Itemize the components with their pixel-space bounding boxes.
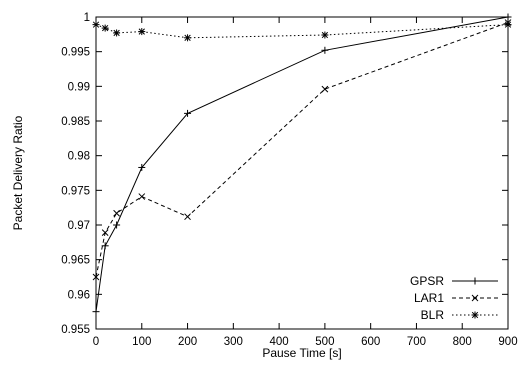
x-tick-label: 800 (453, 336, 472, 348)
lar1-point (92, 273, 100, 281)
blr-line (95, 24, 509, 39)
x-tick-label: 400 (270, 336, 289, 348)
x-axis-ticks: 0 100 200 300 400 500 600 700 800 900 (93, 17, 518, 348)
blr-point (101, 24, 109, 32)
gpsr-point (92, 308, 100, 316)
blr-point (184, 34, 192, 42)
y-axis-title: Packet Delivery Ratio (11, 115, 25, 230)
series-blr (92, 21, 512, 42)
x-tick-label: 200 (178, 336, 197, 348)
gpsr-line (95, 16, 509, 312)
blr-point (504, 21, 512, 29)
x-tick-label: 600 (361, 336, 380, 348)
lar1-point (184, 213, 191, 221)
legend-marker-lar1 (471, 294, 479, 302)
x-tick-label: 100 (132, 336, 151, 348)
lar1-point (321, 85, 329, 93)
legend-label-lar1: LAR1 (414, 291, 444, 305)
x-tick-label: 300 (224, 336, 243, 348)
series-lar1 (92, 19, 512, 281)
legend-marker-blr (471, 311, 479, 319)
blr-point (138, 28, 146, 36)
legend: GPSR LAR1 BLR (410, 274, 498, 322)
series-layer (92, 13, 512, 316)
legend-label-gpsr: GPSR (410, 274, 444, 288)
y-tick-label: 0.98 (68, 151, 90, 163)
x-tick-label: 0 (93, 336, 99, 348)
y-axis-ticks: 0.955 0.96 0.965 0.97 0.975 0.98 0.985 0.99 0.99… (61, 12, 508, 336)
lar1-point (101, 229, 109, 236)
series-gpsr (92, 13, 512, 316)
gpsr-point (138, 163, 146, 171)
y-tick-label: 0.965 (61, 255, 90, 267)
blr-point (92, 21, 100, 29)
y-tick-label: 0.99 (68, 81, 90, 93)
y-tick-label: 0.955 (61, 324, 90, 336)
y-tick-label: 1 (84, 12, 90, 24)
gpsr-point (321, 46, 329, 54)
x-axis-title: Pause Time [s] (262, 346, 341, 360)
legend-marker-gpsr (471, 277, 479, 285)
y-tick-label: 0.96 (68, 289, 90, 301)
y-tick-label: 0.985 (61, 116, 90, 128)
plot-frame (95, 16, 509, 330)
lar1-point (113, 209, 120, 217)
gpsr-point (184, 109, 192, 117)
x-tick-label: 500 (315, 336, 334, 348)
y-tick-label: 0.995 (61, 47, 90, 59)
legend-label-blr: BLR (421, 308, 445, 322)
y-tick-label: 0.97 (68, 220, 90, 232)
lar1-point (138, 193, 146, 200)
x-tick-label: 700 (407, 336, 426, 348)
gpsr-point (113, 221, 121, 229)
blr-point (113, 29, 121, 37)
gpsr-point (504, 13, 512, 21)
x-tick-label: 900 (498, 336, 517, 348)
y-tick-label: 0.975 (61, 185, 90, 197)
blr-point (321, 31, 329, 39)
